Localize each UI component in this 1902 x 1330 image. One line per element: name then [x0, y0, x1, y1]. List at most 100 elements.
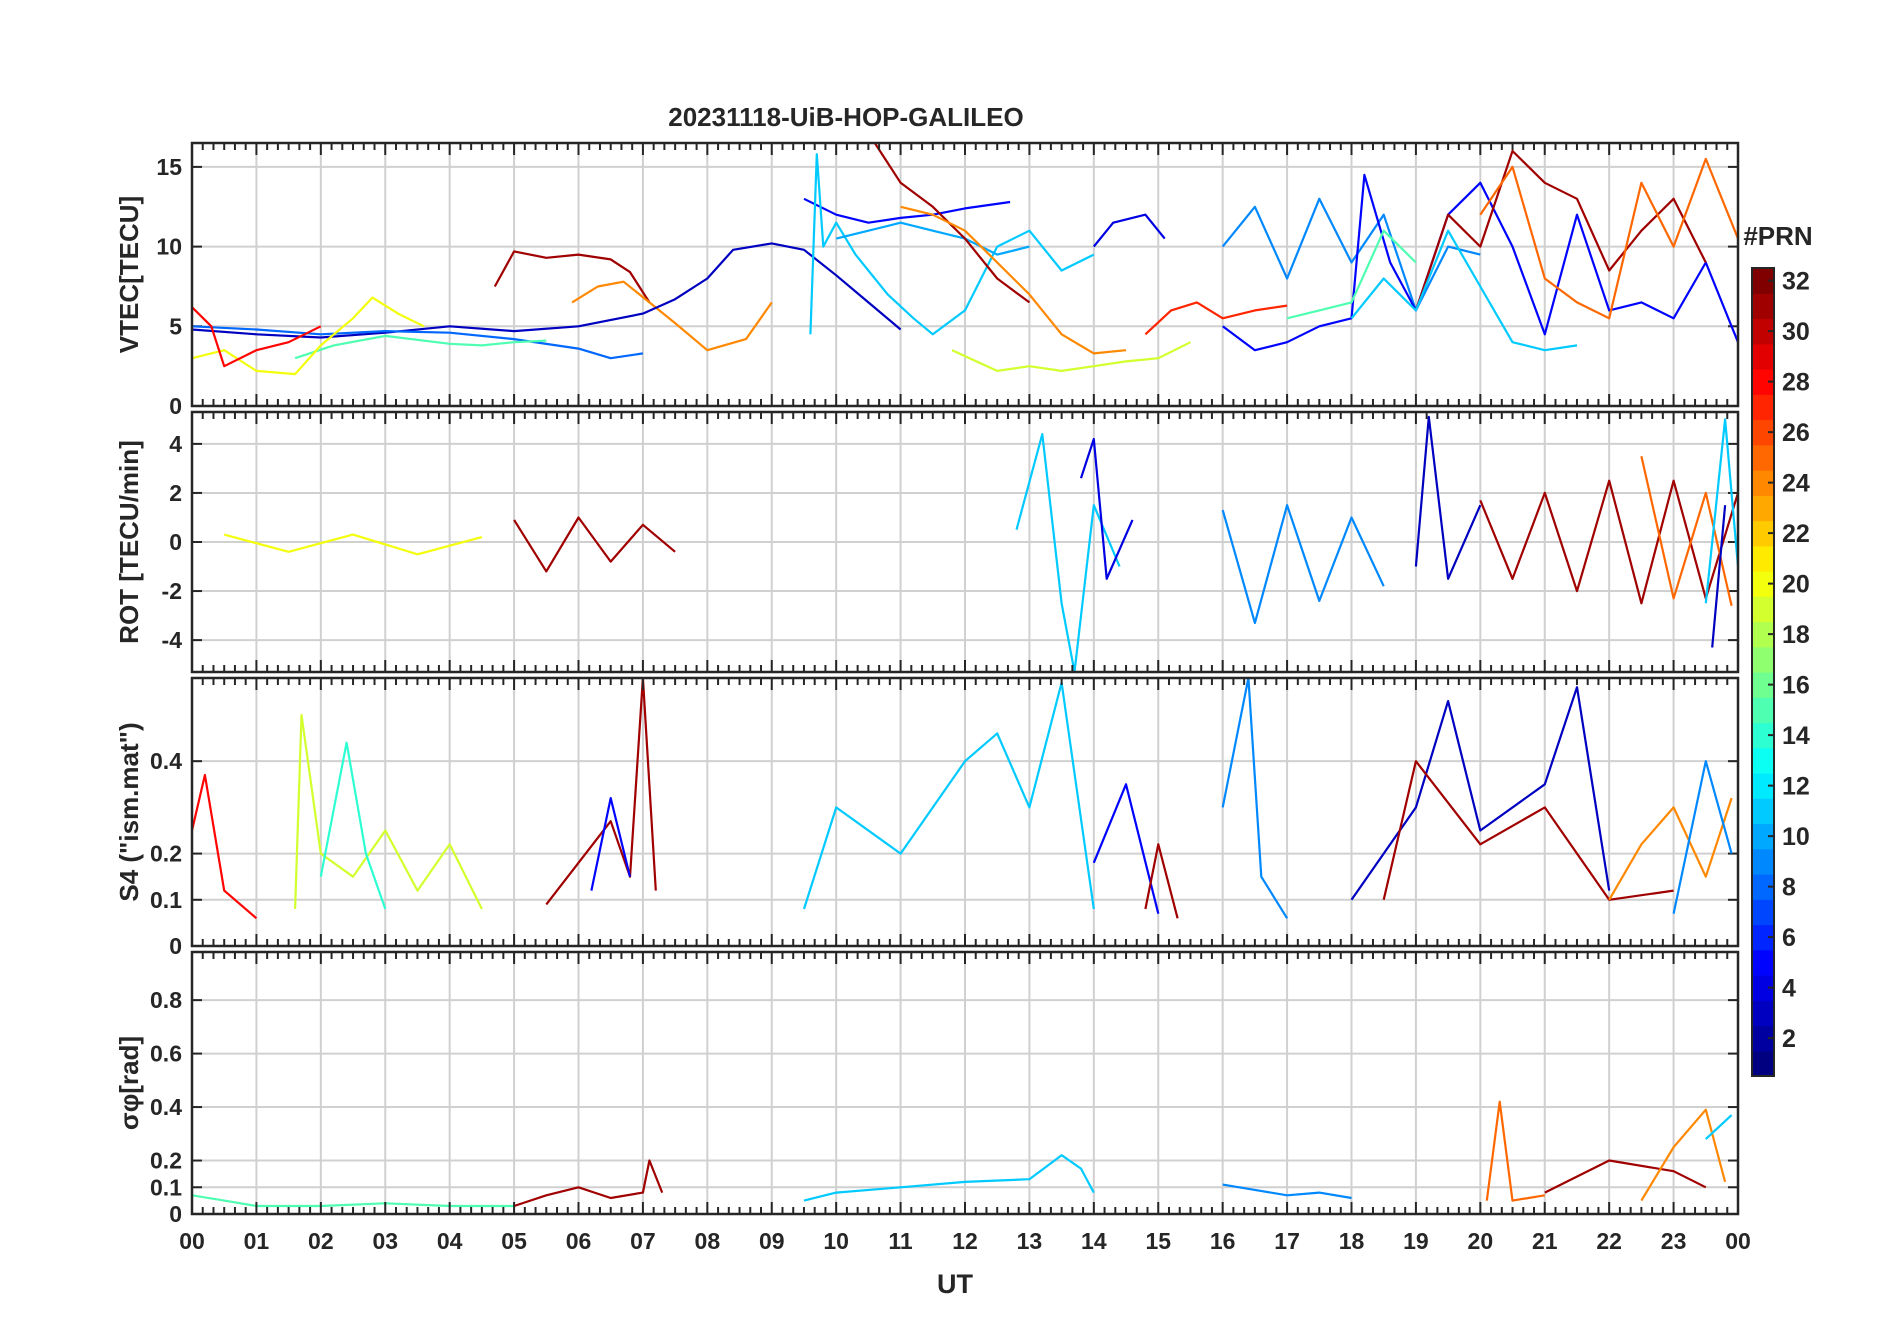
- colorbar-segment: [1752, 394, 1774, 421]
- colorbar-segment: [1752, 1025, 1774, 1052]
- y-tick-label: -2: [162, 578, 182, 604]
- series-group: [223, 415, 1738, 672]
- colorbar-segment: [1752, 672, 1774, 698]
- y-tick-label: 10: [156, 234, 182, 260]
- colorbar-segment: [1752, 621, 1774, 648]
- colorbar-tick-label: 4: [1782, 975, 1796, 1003]
- colorbar-segment: [1752, 419, 1774, 446]
- series-line-prn-31: [493, 250, 651, 303]
- panel-frame: [190, 410, 1740, 674]
- colorbar-segment: [1752, 975, 1774, 1001]
- series-line-prn-15: [294, 334, 547, 360]
- colorbar-segment: [1752, 545, 1774, 572]
- chart-title: 20231118-UiB-HOP-GALILEO: [668, 102, 1023, 132]
- series-line-prn-31: [1144, 843, 1179, 919]
- y-tick-label: 5: [169, 313, 182, 339]
- series-line-prn-27: [1144, 301, 1288, 336]
- series-line-prn-24: [1640, 1108, 1727, 1202]
- series-line-prn-9: [1222, 1183, 1352, 1200]
- colorbar-tick-label: 26: [1782, 419, 1810, 447]
- series-line-prn-15: [1286, 229, 1417, 320]
- y-tick-label: 4: [169, 431, 182, 457]
- y-tick-label: 0.2: [150, 841, 182, 867]
- colorbar-segment: [1752, 697, 1774, 724]
- series-line-prn-20: [223, 533, 483, 556]
- series-line-prn-3: [1350, 686, 1611, 901]
- colorbar-segment: [1752, 470, 1774, 496]
- x-tick-label: 17: [1274, 1228, 1300, 1254]
- series-line-prn-11: [1705, 1114, 1733, 1140]
- colorbar-segment: [1752, 848, 1774, 875]
- colorbar-segment: [1752, 899, 1774, 926]
- x-tick-label: 08: [695, 1228, 721, 1254]
- series-line-prn-3: [1414, 415, 1482, 580]
- series-line-prn-19: [294, 713, 483, 910]
- colorbar-label: #PRN: [1743, 221, 1812, 251]
- colorbar-segment: [1752, 268, 1774, 294]
- x-tick-label: 16: [1210, 1228, 1236, 1254]
- series-line-prn-24: [1608, 797, 1733, 901]
- y-tick-label: 0: [169, 933, 182, 959]
- colorbar-tick-label: 12: [1782, 773, 1810, 801]
- series-line-prn-11: [809, 153, 1095, 336]
- x-tick-label: 00: [1725, 1228, 1751, 1254]
- panel-frame: [190, 950, 1740, 1216]
- x-tick-label: 05: [501, 1228, 527, 1254]
- y-tick-label: 0.4: [150, 748, 182, 774]
- y-tick-label: -4: [162, 627, 183, 653]
- x-tick-label: 02: [308, 1228, 334, 1254]
- series-line-prn-5: [590, 796, 632, 891]
- x-tick-label: 03: [372, 1228, 398, 1254]
- series-line-prn-28: [192, 773, 258, 920]
- y-tick-label: 0.2: [150, 1148, 182, 1174]
- series-line-prn-19: [951, 341, 1191, 372]
- series-line-prn-31: [1382, 760, 1674, 901]
- series-line-prn-20: [192, 296, 425, 376]
- colorbar-segment: [1752, 495, 1774, 522]
- x-tick-label: 09: [759, 1228, 785, 1254]
- series-line-prn-25: [1479, 157, 1738, 320]
- series-line-prn-31: [513, 516, 676, 573]
- colorbar-tick-label: 16: [1782, 672, 1810, 700]
- series-line-prn-11: [1015, 433, 1121, 672]
- colorbar-segment: [1752, 798, 1774, 825]
- x-tick-label: 12: [952, 1228, 978, 1254]
- series-line-prn-28: [192, 306, 322, 368]
- colorbar-segment: [1752, 874, 1774, 900]
- series-line-prn-31: [1479, 479, 1738, 605]
- y-tick-label: 0.1: [150, 887, 182, 913]
- colorbar-segment: [1752, 949, 1774, 976]
- colorbar-segment: [1752, 596, 1774, 623]
- series-line-prn-9: [1221, 504, 1385, 625]
- series-line-prn-3: [192, 242, 902, 339]
- colorbar-tick-label: 24: [1782, 470, 1810, 498]
- colorbar-segment: [1752, 823, 1774, 850]
- y-axis-label: VTEC[TECU]: [114, 196, 144, 353]
- series-line-prn-9: [1221, 197, 1481, 312]
- colorbar-segment: [1752, 369, 1774, 395]
- colorbar-tick-label: 32: [1782, 268, 1810, 296]
- colorbar-segment: [1752, 343, 1774, 370]
- x-axis-label: UT: [937, 1269, 973, 1299]
- series-line-prn-4: [1092, 213, 1166, 248]
- colorbar-frame: [1751, 267, 1775, 1077]
- colorbar-segment: [1752, 293, 1774, 320]
- y-tick-label: 0.4: [150, 1094, 182, 1120]
- colorbar-segment: [1752, 646, 1774, 673]
- x-tick-label: 23: [1661, 1228, 1687, 1254]
- x-tick-label: 18: [1339, 1228, 1365, 1254]
- y-tick-label: 0.8: [150, 987, 182, 1013]
- series-line-prn-31: [545, 678, 657, 906]
- series-line-prn-24: [571, 280, 773, 352]
- series-line-prn-10: [835, 221, 1030, 256]
- series-line-prn-4: [1079, 437, 1134, 580]
- panel-frame: [190, 676, 1740, 948]
- x-tick-label: 19: [1403, 1228, 1429, 1254]
- colorbar-segment: [1752, 924, 1774, 951]
- colorbar-tick-label: 2: [1782, 1025, 1796, 1053]
- x-tick-labels: 00 01 02 03 04 05 06 07 08 09 10 11 12 13 14 15 16 17 18 19…: [179, 1228, 1751, 1254]
- x-tick-label: 15: [1145, 1228, 1171, 1254]
- panel-vtec: 0 5 10 15 VTEC[TECU]: [114, 141, 1740, 419]
